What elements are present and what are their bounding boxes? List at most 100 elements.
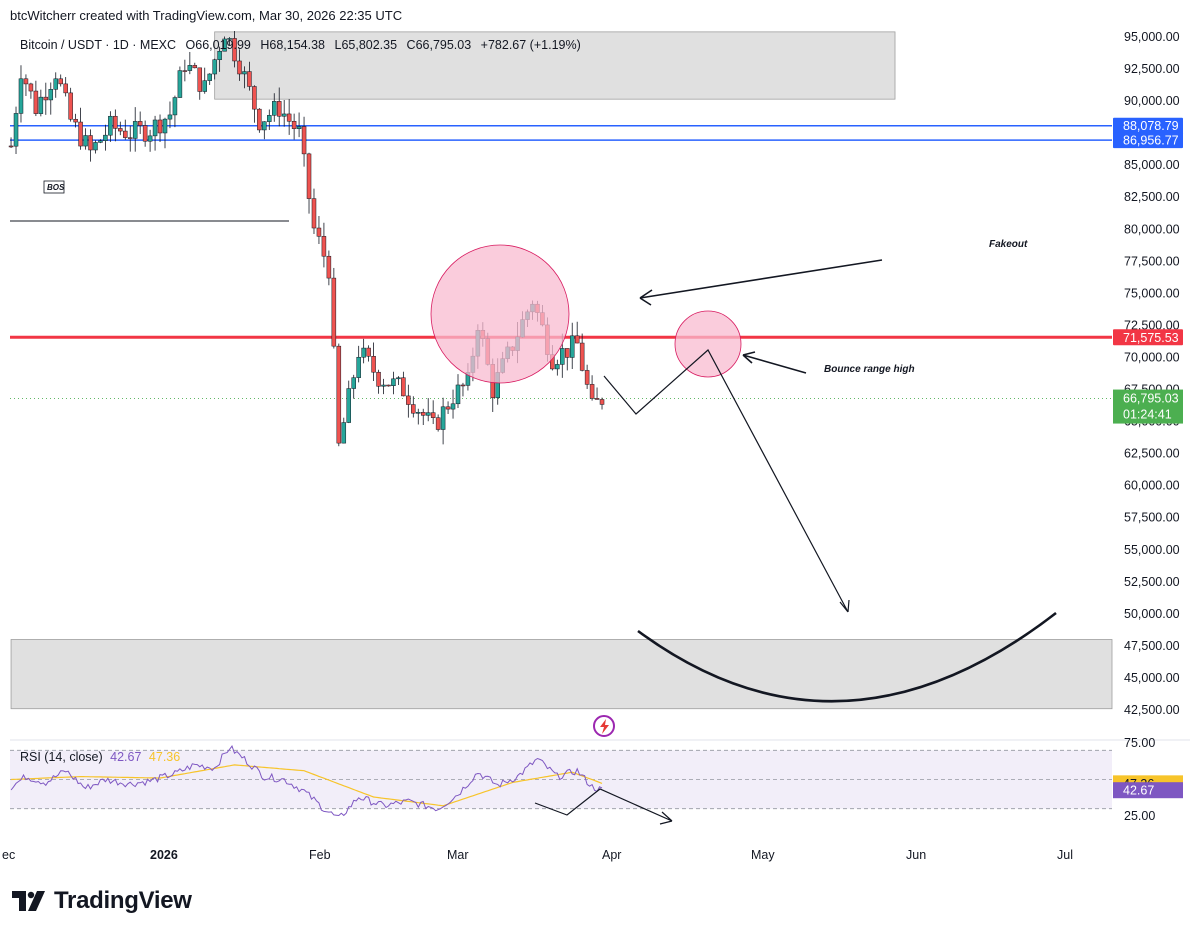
candle <box>376 369 381 394</box>
countdown-tag: 01:24:41 <box>1123 408 1172 422</box>
candle <box>28 82 34 99</box>
candle <box>202 67 207 94</box>
candle <box>232 31 237 68</box>
candle <box>18 65 24 123</box>
zone-0 <box>214 31 896 100</box>
divergence-arrow <box>534 788 673 825</box>
price-tick-label: 85,000.00 <box>1124 158 1180 172</box>
time-tick-label: Jun <box>906 848 926 862</box>
fakeout-circle <box>430 244 570 384</box>
time-tick-label: Apr <box>602 848 621 862</box>
symbol-legend[interactable]: Bitcoin / USDT · 1D · MEXC O66,019.99 H6… <box>20 38 587 52</box>
candle <box>43 82 49 115</box>
rsi-tags: 47.3642.67 <box>1113 775 1183 799</box>
candle <box>381 378 386 395</box>
rsi-title[interactable]: RSI (14, close) <box>20 750 103 764</box>
candle <box>13 106 19 154</box>
symbol-name[interactable]: Bitcoin / USDT · 1D · MEXC <box>20 38 177 52</box>
candle <box>406 384 411 418</box>
candle <box>445 401 451 415</box>
bos-label-box <box>43 180 65 194</box>
fakeout-arrow <box>639 259 883 306</box>
candle <box>286 99 292 135</box>
candle <box>123 119 128 140</box>
candle <box>83 128 88 150</box>
last-price-tag: 66,795.03 <box>1123 392 1179 406</box>
candle <box>351 374 356 399</box>
candle <box>38 89 44 117</box>
tradingview-logo[interactable]: TradingView <box>12 886 192 916</box>
bounce-arrow <box>742 351 807 374</box>
candle <box>132 107 138 152</box>
candle <box>565 348 570 371</box>
candle <box>142 120 148 147</box>
price-tick-label: 50,000.00 <box>1124 607 1180 621</box>
level-tag-0: 88,078.79 <box>1123 119 1179 133</box>
annotation-labels: BOS Fakeout Bounce range high <box>47 183 1028 375</box>
price-tick-label: 70,000.00 <box>1124 350 1180 364</box>
candle <box>108 111 113 142</box>
brand-name: TradingView <box>54 887 192 914</box>
candle <box>450 389 456 419</box>
candle <box>301 116 307 167</box>
candle <box>227 37 232 46</box>
candle <box>217 46 222 72</box>
candle <box>157 114 163 142</box>
candle <box>172 95 178 128</box>
level-tag-2-bg <box>1113 329 1183 346</box>
candle <box>291 113 297 140</box>
level-tag-1: 86,956.77 <box>1123 134 1179 148</box>
rsi-ma-line <box>11 764 603 807</box>
rsi-legend[interactable]: RSI (14, close) 42.67 47.36 <box>20 750 180 764</box>
candle <box>93 140 98 154</box>
price-tick-label: 52,500.00 <box>1124 575 1180 589</box>
candle <box>267 109 272 130</box>
candle <box>192 62 198 69</box>
time-axis[interactable]: ec 2026 Feb Mar Apr May Jun Jul <box>2 848 1073 862</box>
rsi-ma-value: 47.36 <box>148 750 181 764</box>
time-tick-label: Jul <box>1057 848 1073 862</box>
price-tick-label: 77,500.00 <box>1124 254 1180 268</box>
level-tag-1-bg <box>1113 132 1183 149</box>
candle <box>33 80 39 117</box>
candle <box>23 74 29 96</box>
price-tick-label: 80,000.00 <box>1124 222 1180 236</box>
candle <box>68 87 73 122</box>
open-value: O66,019.99 <box>185 38 251 52</box>
candle <box>599 397 605 410</box>
rsi-tick-label: 25.00 <box>1124 809 1155 823</box>
price-tick-label: 57,500.00 <box>1124 511 1180 525</box>
candle <box>113 109 118 142</box>
bounce-circle <box>674 310 742 378</box>
candle <box>242 66 247 89</box>
candle <box>48 82 54 115</box>
candle <box>177 66 183 98</box>
rsi-tag: 42.67 <box>1123 784 1154 798</box>
candle <box>435 414 441 432</box>
time-tick-label: ec <box>2 848 15 862</box>
candle <box>167 101 173 129</box>
candle <box>425 398 431 422</box>
price-zones <box>10 31 1113 710</box>
high-value: H68,154.38 <box>260 38 326 52</box>
candle <box>162 117 168 149</box>
price-tick-label: 42,500.00 <box>1124 703 1180 717</box>
price-tick-label: 90,000.00 <box>1124 94 1180 108</box>
change-value: +782.67 (+1.19%) <box>480 38 581 52</box>
candle <box>187 51 193 75</box>
lightning-icon[interactable] <box>593 715 615 737</box>
rsi-axis[interactable]: 75.00 25.00 <box>1124 736 1155 823</box>
chart-header: btcWitcherr created with TradingView.com… <box>10 8 403 23</box>
candle <box>197 67 203 100</box>
bos-label: BOS <box>47 183 65 192</box>
candle <box>63 77 68 97</box>
level-tag-0-bg <box>1113 117 1183 134</box>
candle <box>440 397 446 445</box>
candle <box>311 188 317 235</box>
rsi-tick-label: 75.00 <box>1124 736 1155 750</box>
price-tick-label: 55,000.00 <box>1124 543 1180 557</box>
candle <box>430 400 436 425</box>
price-tick-label: 95,000.00 <box>1124 30 1180 44</box>
bounce-label: Bounce range high <box>824 364 915 375</box>
